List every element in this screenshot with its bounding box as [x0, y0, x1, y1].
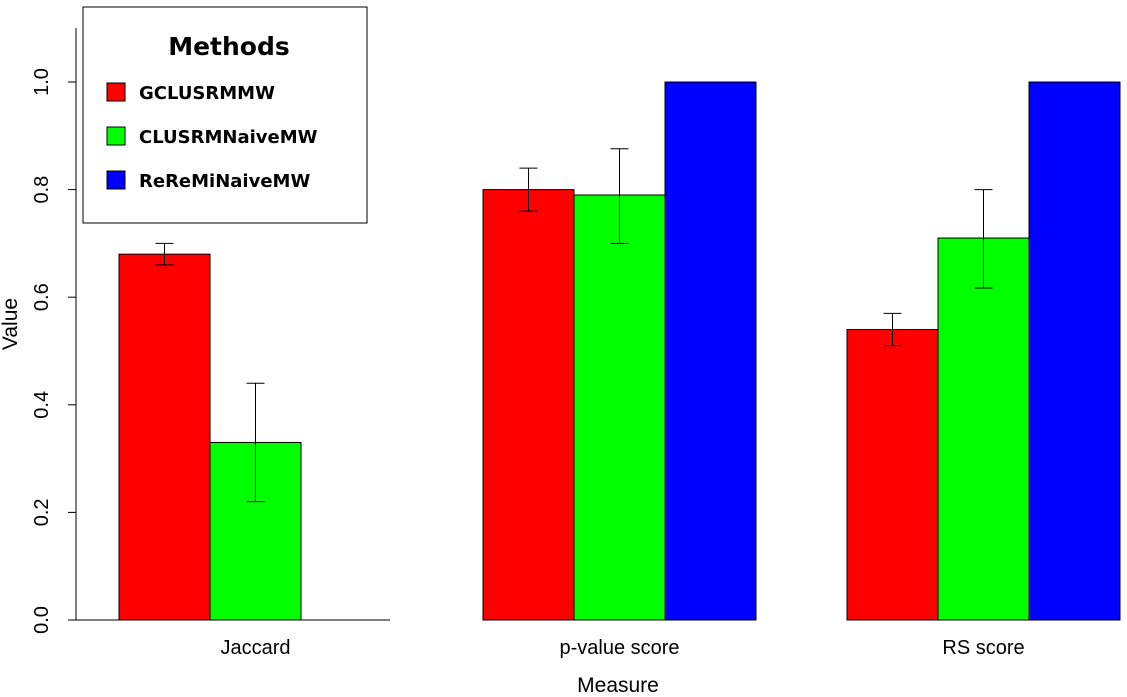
legend: Methods GCLUSRMMW CLUSRMNaiveMW ReReMiNaiv… — [82, 6, 368, 224]
error-bars-group — [155, 148, 993, 503]
bars-group — [118, 81, 1121, 621]
bar-gclusrmmw-jaccard — [118, 253, 211, 621]
bar-clusrmnaivemw-p-value-score — [573, 194, 666, 621]
y-tick-label: 0.0 — [31, 606, 53, 634]
bar-gclusrmmw-rs-score — [846, 328, 939, 621]
x-tick-labels: Jaccard p-value score RS score — [220, 637, 1024, 659]
x-tick-label: RS score — [942, 637, 1024, 659]
x-tick-label: Jaccard — [220, 637, 290, 659]
y-tick-label: 1.0 — [31, 68, 53, 96]
x-axis-title: Measure — [577, 674, 659, 697]
y-tick-label: 0.8 — [31, 176, 53, 204]
legend-title: Methods — [168, 32, 290, 61]
x-tick-label: p-value score — [559, 637, 679, 659]
legend-label-rereminaivemw: ReReMiNaiveMW — [139, 171, 310, 192]
y-tick-label: 0.4 — [31, 391, 53, 419]
bar-gclusrmmw-p-value-score — [482, 189, 575, 621]
bar-rereminaivemw-rs-score — [1028, 81, 1121, 621]
y-axis: 0.0 0.2 0.4 0.6 0.8 1.0 — [31, 28, 77, 634]
y-axis-title: Value — [0, 298, 22, 350]
legend-swatch-rereminaivemw — [106, 170, 126, 190]
legend-box — [82, 6, 368, 224]
y-tick-label: 0.2 — [31, 498, 53, 526]
legend-label-clusrmnaivemw: CLUSRMNaiveMW — [139, 127, 318, 148]
y-tick-label: 0.6 — [31, 283, 53, 311]
legend-swatch-gclusrmmw — [106, 82, 126, 102]
legend-items: GCLUSRMMW CLUSRMNaiveMW ReReMiNaiveMW — [106, 82, 318, 192]
bar-rereminaivemw-p-value-score — [664, 81, 757, 621]
legend-swatch-clusrmnaivemw — [106, 126, 126, 146]
legend-label-gclusrmmw: GCLUSRMMW — [139, 83, 275, 104]
bar-clusrmnaivemw-rs-score — [937, 237, 1030, 621]
